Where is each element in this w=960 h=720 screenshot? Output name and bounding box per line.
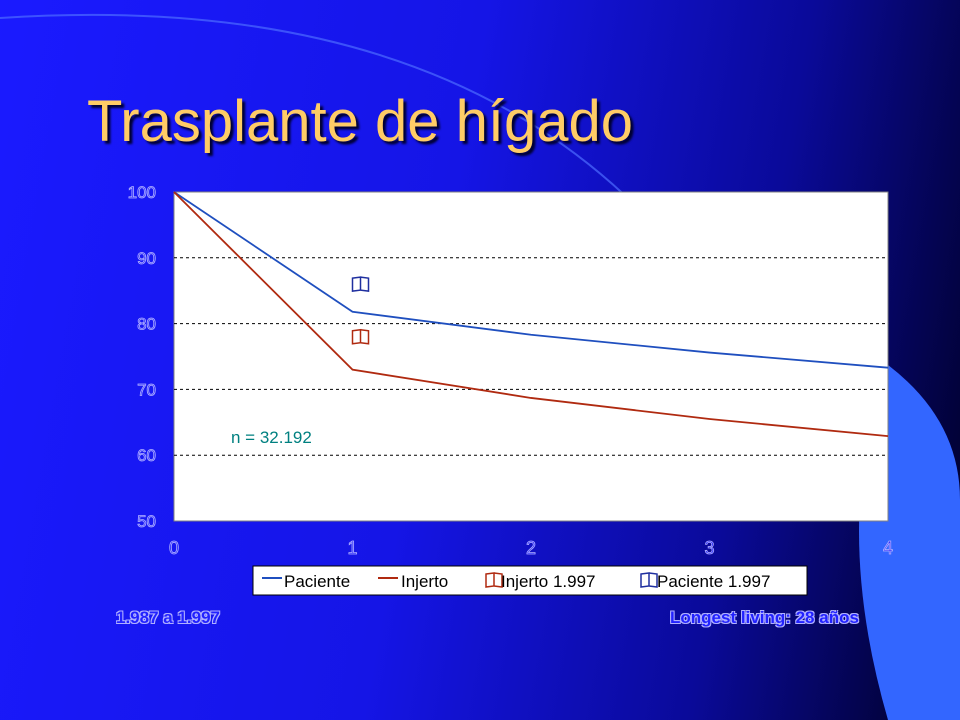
series-line-paciente bbox=[173, 191, 889, 369]
slide-title: Trasplante de hígado bbox=[86, 89, 633, 154]
legend-paciente-1997-label: Paciente 1.997 bbox=[657, 572, 770, 591]
series-line-injerto bbox=[173, 191, 889, 438]
footer-date-range: 1.987 a 1.997 bbox=[116, 608, 220, 627]
book-marker-icon bbox=[351, 328, 370, 345]
plot-area bbox=[173, 191, 889, 522]
legend-injerto-label: Injerto bbox=[401, 572, 448, 591]
x-tick-labels: 0 1 2 3 4 bbox=[169, 538, 894, 559]
footer-longest-living: Longest living: 28 años bbox=[670, 608, 859, 627]
legend-injerto-1997-label: Injerto 1.997 bbox=[501, 572, 596, 591]
series-markers bbox=[351, 276, 370, 345]
y-tick-label: 70 bbox=[137, 380, 156, 399]
legend-box bbox=[252, 565, 808, 596]
y-tick-label: 50 bbox=[137, 512, 156, 531]
x-tick-label: 2 bbox=[526, 538, 536, 558]
y-tick-labels: 50 60 70 80 90 100 bbox=[127, 183, 156, 532]
y-tick-label: 90 bbox=[137, 249, 156, 268]
x-tick-label: 4 bbox=[883, 538, 893, 558]
legend-injerto-1997-marker-icon bbox=[485, 572, 503, 588]
series-lines bbox=[173, 191, 889, 438]
x-tick-label: 0 bbox=[169, 538, 179, 558]
x-tick-label: 1 bbox=[347, 538, 357, 558]
x-tick-label: 3 bbox=[704, 538, 714, 558]
grid-lines bbox=[174, 257, 888, 456]
book-marker-icon bbox=[351, 276, 370, 292]
legend-paciente-label: Paciente bbox=[284, 572, 350, 591]
chart-legend: Paciente Injerto Injerto 1.997 Paciente … bbox=[252, 565, 808, 596]
legend-paciente-1997-marker-icon bbox=[640, 572, 658, 588]
y-tick-label: 60 bbox=[137, 446, 156, 465]
sample-size-annotation: n = 32.192 bbox=[231, 428, 312, 447]
y-tick-label: 80 bbox=[137, 315, 156, 334]
background-arc bbox=[0, 13, 641, 211]
y-tick-label: 100 bbox=[128, 183, 156, 202]
